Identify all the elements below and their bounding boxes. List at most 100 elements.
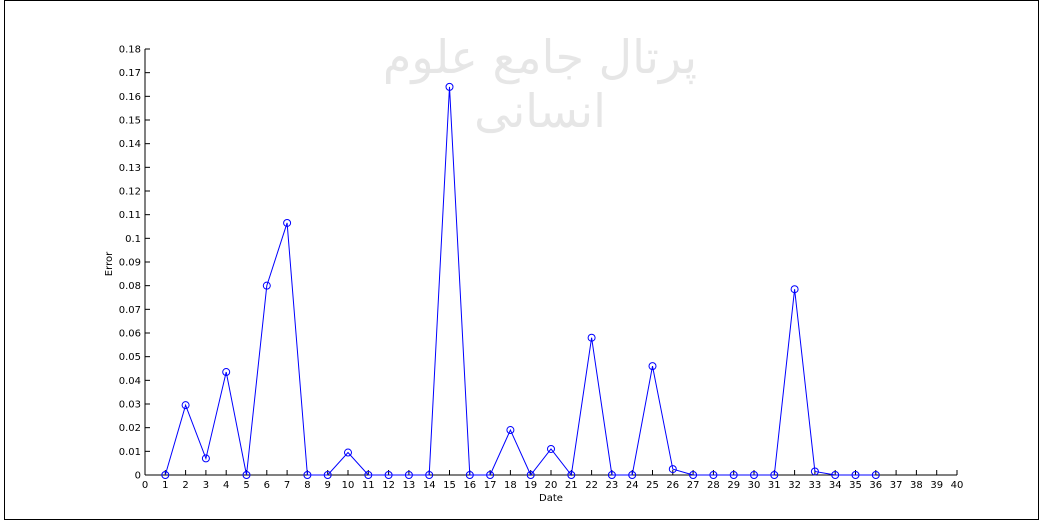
- x-tick-label: 35: [849, 480, 862, 491]
- x-tick-label: 14: [423, 480, 436, 491]
- y-tick-label: 0.06: [119, 329, 141, 340]
- data-point: [526, 471, 535, 479]
- data-point: [689, 471, 698, 479]
- x-tick-label: 8: [304, 480, 310, 491]
- watermark-text: پرتال جامع علوم انسانی: [382, 30, 698, 138]
- data-point: [810, 467, 819, 476]
- x-tick-label: 1: [162, 480, 168, 491]
- axes: 0 1 2 3 4 5 6 7 8 9 10 11 12 13 14 15 16 17 18 19 20 21 22 23 24…: [119, 45, 964, 492]
- figure-frame: [4, 0, 1039, 520]
- x-tick-label: 11: [362, 480, 375, 491]
- y-tick-label: 0.05: [119, 352, 141, 363]
- data-point: [587, 333, 596, 342]
- y-tick-label: 0.13: [119, 163, 141, 174]
- x-tick-label: 2: [182, 480, 188, 491]
- x-tick-label: 26: [666, 480, 679, 491]
- x-tick-label: 7: [284, 480, 290, 491]
- data-point: [303, 471, 312, 479]
- x-tick-label: 5: [243, 480, 249, 491]
- data-point: [486, 471, 495, 479]
- x-tick-label: 4: [223, 480, 229, 491]
- x-tick-label: 40: [951, 480, 964, 491]
- data-point: [242, 471, 251, 479]
- y-tick-label: 0.07: [119, 305, 141, 316]
- data-point: [425, 471, 434, 479]
- x-tick-label: 31: [768, 480, 781, 491]
- data-point: [506, 426, 515, 435]
- x-tick-label: 21: [565, 480, 578, 491]
- data-point: [161, 471, 170, 479]
- data-point: [790, 285, 799, 294]
- x-tick-label: 22: [585, 480, 598, 491]
- y-tick-label: 0.08: [119, 281, 141, 292]
- x-tick-label: 32: [788, 480, 801, 491]
- y-tick-label: 0: [135, 471, 141, 482]
- y-tick-label: 0.1: [125, 234, 141, 245]
- data-point: [851, 471, 860, 479]
- x-tick-label: 13: [403, 480, 416, 491]
- data-point: [323, 471, 332, 479]
- x-axis-label: Date: [539, 493, 563, 504]
- x-tick-label: 24: [626, 480, 639, 491]
- x-tick-label: 39: [930, 480, 943, 491]
- y-tick-label: 0.02: [119, 423, 141, 434]
- data-point: [283, 218, 292, 227]
- x-tick-label: 0: [142, 480, 148, 491]
- data-point: [567, 471, 576, 479]
- x-tick-label: 27: [687, 480, 700, 491]
- data-point: [465, 471, 474, 479]
- data-point: [831, 471, 840, 479]
- x-tick-label: 38: [910, 480, 923, 491]
- data-point: [404, 471, 413, 479]
- data-point: [384, 471, 393, 479]
- x-tick-label: 17: [484, 480, 497, 491]
- x-tick-label: 36: [869, 480, 882, 491]
- x-tick-label: 16: [463, 480, 476, 491]
- y-tick-label: 0.18: [119, 45, 141, 56]
- data-point: [750, 471, 758, 479]
- x-tick-label: 28: [707, 480, 720, 491]
- x-tick-label: 34: [829, 480, 842, 491]
- data-point: [770, 471, 779, 479]
- y-tick-label: 0.09: [119, 258, 141, 269]
- x-tick-label: 6: [264, 480, 270, 491]
- data-point: [668, 465, 677, 474]
- data-point: [607, 471, 616, 479]
- data-point: [201, 454, 210, 463]
- x-tick-label: 9: [325, 480, 331, 491]
- y-tick-label: 0.15: [119, 116, 141, 127]
- x-tick-label: 23: [606, 480, 619, 491]
- x-tick-label: 20: [545, 480, 558, 491]
- x-tick-label: 10: [342, 480, 355, 491]
- x-tick-label: 15: [443, 480, 456, 491]
- y-tick-label: 0.01: [119, 447, 141, 458]
- y-tick-label: 0.12: [119, 187, 141, 198]
- x-tick-label: 33: [809, 480, 822, 491]
- x-tick-label: 3: [203, 480, 209, 491]
- data-point: [222, 368, 231, 377]
- data-point: [547, 444, 555, 453]
- data-point: [364, 471, 373, 479]
- x-tick-label: 37: [890, 480, 903, 491]
- data-point: [709, 471, 718, 479]
- y-tick-label: 0.14: [119, 139, 141, 150]
- y-tick-label: 0.04: [119, 376, 141, 387]
- data-point: [729, 471, 738, 479]
- data-point: [445, 82, 454, 91]
- x-tick-label: 12: [382, 480, 395, 491]
- data-point: [871, 471, 880, 479]
- x-tick-label: 19: [524, 480, 537, 491]
- data-point: [262, 281, 271, 290]
- y-tick-label: 0.11: [119, 210, 141, 221]
- x-tick-label: 18: [504, 480, 517, 491]
- y-axis-label: Error: [104, 251, 115, 276]
- y-tick-label: 0.17: [119, 68, 141, 79]
- series-layer: [161, 82, 880, 479]
- data-point: [628, 471, 637, 479]
- series-line: [164, 86, 876, 477]
- x-tick-label: 30: [748, 480, 761, 491]
- y-tick-label: 0.03: [119, 400, 141, 411]
- data-point: [648, 362, 657, 371]
- x-tick-label: 29: [727, 480, 740, 491]
